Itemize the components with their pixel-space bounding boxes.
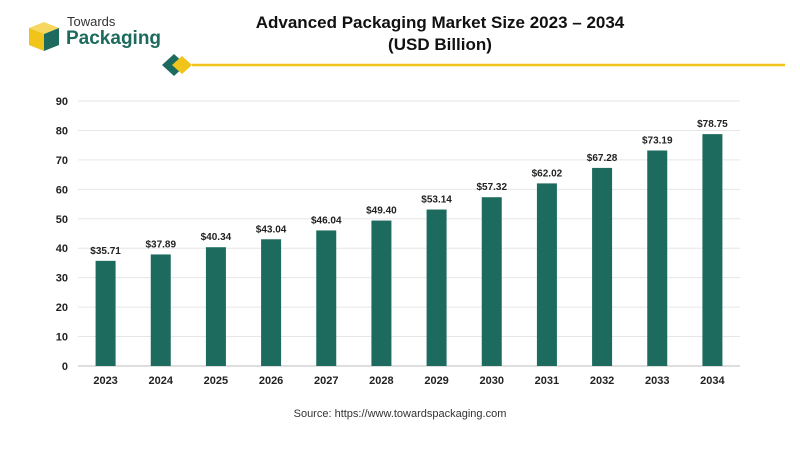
data-label: $40.34 xyxy=(201,232,232,243)
x-tick-label: 2028 xyxy=(369,375,393,387)
bar xyxy=(95,260,116,366)
data-label: $73.19 xyxy=(642,135,673,146)
bar xyxy=(371,220,392,366)
y-tick-label: 70 xyxy=(56,155,68,167)
data-label: $67.28 xyxy=(587,153,618,164)
bar xyxy=(150,254,171,366)
data-label: $49.40 xyxy=(366,206,397,217)
logo-text-towards: Towards xyxy=(67,14,116,29)
x-tick-label: 2031 xyxy=(535,375,559,387)
y-tick-label: 40 xyxy=(56,243,68,255)
data-label: $37.89 xyxy=(145,239,176,250)
chart-title-line1: Advanced Packaging Market Size 2023 – 20… xyxy=(255,13,625,32)
y-tick-label: 90 xyxy=(56,96,68,108)
x-tick-label: 2033 xyxy=(645,375,669,387)
data-label: $62.02 xyxy=(532,168,563,179)
x-tick-label: 2023 xyxy=(93,375,117,387)
data-label: $57.32 xyxy=(476,182,507,193)
box-logo-icon xyxy=(29,22,59,51)
x-tick-label: 2030 xyxy=(480,375,504,387)
logo: Towards Packaging xyxy=(27,14,167,58)
bar xyxy=(205,247,226,366)
chart-title: Advanced Packaging Market Size 2023 – 20… xyxy=(200,12,680,56)
x-tick-label: 2032 xyxy=(590,375,614,387)
header-accent-line xyxy=(162,54,785,76)
x-tick-label: 2025 xyxy=(204,375,228,387)
y-tick-label: 20 xyxy=(56,302,68,314)
y-tick-label: 50 xyxy=(56,214,68,226)
bar xyxy=(702,134,723,366)
x-tick-label: 2024 xyxy=(149,375,174,387)
y-tick-label: 60 xyxy=(56,184,68,196)
x-tick-label: 2027 xyxy=(314,375,338,387)
logo-text-packaging: Packaging xyxy=(66,28,162,49)
y-tick-label: 0 xyxy=(62,361,68,373)
y-tick-label: 30 xyxy=(56,273,68,285)
bar xyxy=(481,197,502,366)
bar xyxy=(647,150,668,366)
source-note: Source: https://www.towardspackaging.com xyxy=(293,408,507,420)
chart-title-line2: (USD Billion) xyxy=(388,35,492,54)
data-label: $78.75 xyxy=(697,119,728,130)
y-tick-label: 80 xyxy=(56,125,68,137)
x-tick-label: 2026 xyxy=(259,375,283,387)
bar xyxy=(592,167,613,366)
data-label: $46.04 xyxy=(311,215,342,226)
x-tick-label: 2034 xyxy=(700,375,725,387)
y-tick-label: 10 xyxy=(56,332,68,344)
x-tick-label: 2029 xyxy=(424,375,448,387)
bar xyxy=(261,239,282,366)
bar xyxy=(536,183,557,366)
data-label: $43.04 xyxy=(256,224,287,235)
data-label: $53.14 xyxy=(421,195,452,206)
bar xyxy=(316,230,337,366)
bar xyxy=(426,209,447,366)
data-label: $35.71 xyxy=(90,246,121,257)
